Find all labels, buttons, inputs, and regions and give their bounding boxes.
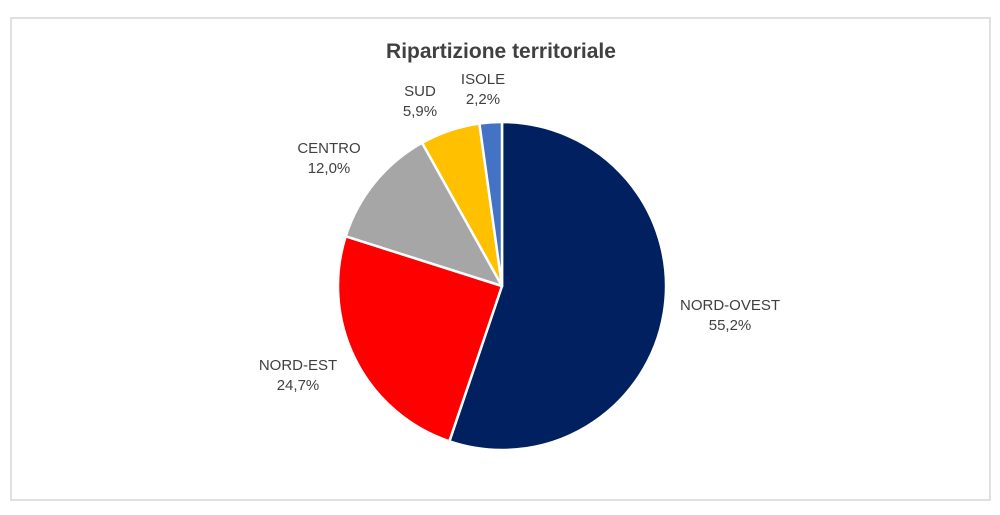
slice-label-centro: CENTRO 12,0% xyxy=(297,139,360,179)
pie-slice-isole xyxy=(478,120,504,288)
slice-category-label: ISOLE xyxy=(460,71,506,88)
chart-title: Ripartizione territoriale xyxy=(386,40,616,63)
slice-value-label: 24,7% xyxy=(276,377,320,394)
slice-value-label: 12,0% xyxy=(307,160,351,177)
pie-slice-nord-est xyxy=(336,235,504,443)
slice-category-label: CENTRO xyxy=(297,140,361,157)
slice-label-nord-est: NORD-EST 24,7% xyxy=(259,356,337,396)
slice-value-label: 2,2% xyxy=(465,91,501,108)
slice-category-label: SUD xyxy=(404,83,436,100)
slice-label-sud: SUD 5,9% xyxy=(403,82,437,122)
slice-category-label: NORD-OVEST xyxy=(679,297,781,314)
slice-category-label: NORD-EST xyxy=(258,357,338,374)
slice-label-isole: ISOLE 2,2% xyxy=(461,70,505,110)
slice-value-label: 5,9% xyxy=(402,103,438,120)
pie-slice-centro xyxy=(344,141,504,288)
slice-label-nord-ovest: NORD-OVEST 55,2% xyxy=(680,296,780,336)
pie-slice-nord-ovest xyxy=(448,120,668,452)
slice-value-label: 55,2% xyxy=(708,317,752,334)
